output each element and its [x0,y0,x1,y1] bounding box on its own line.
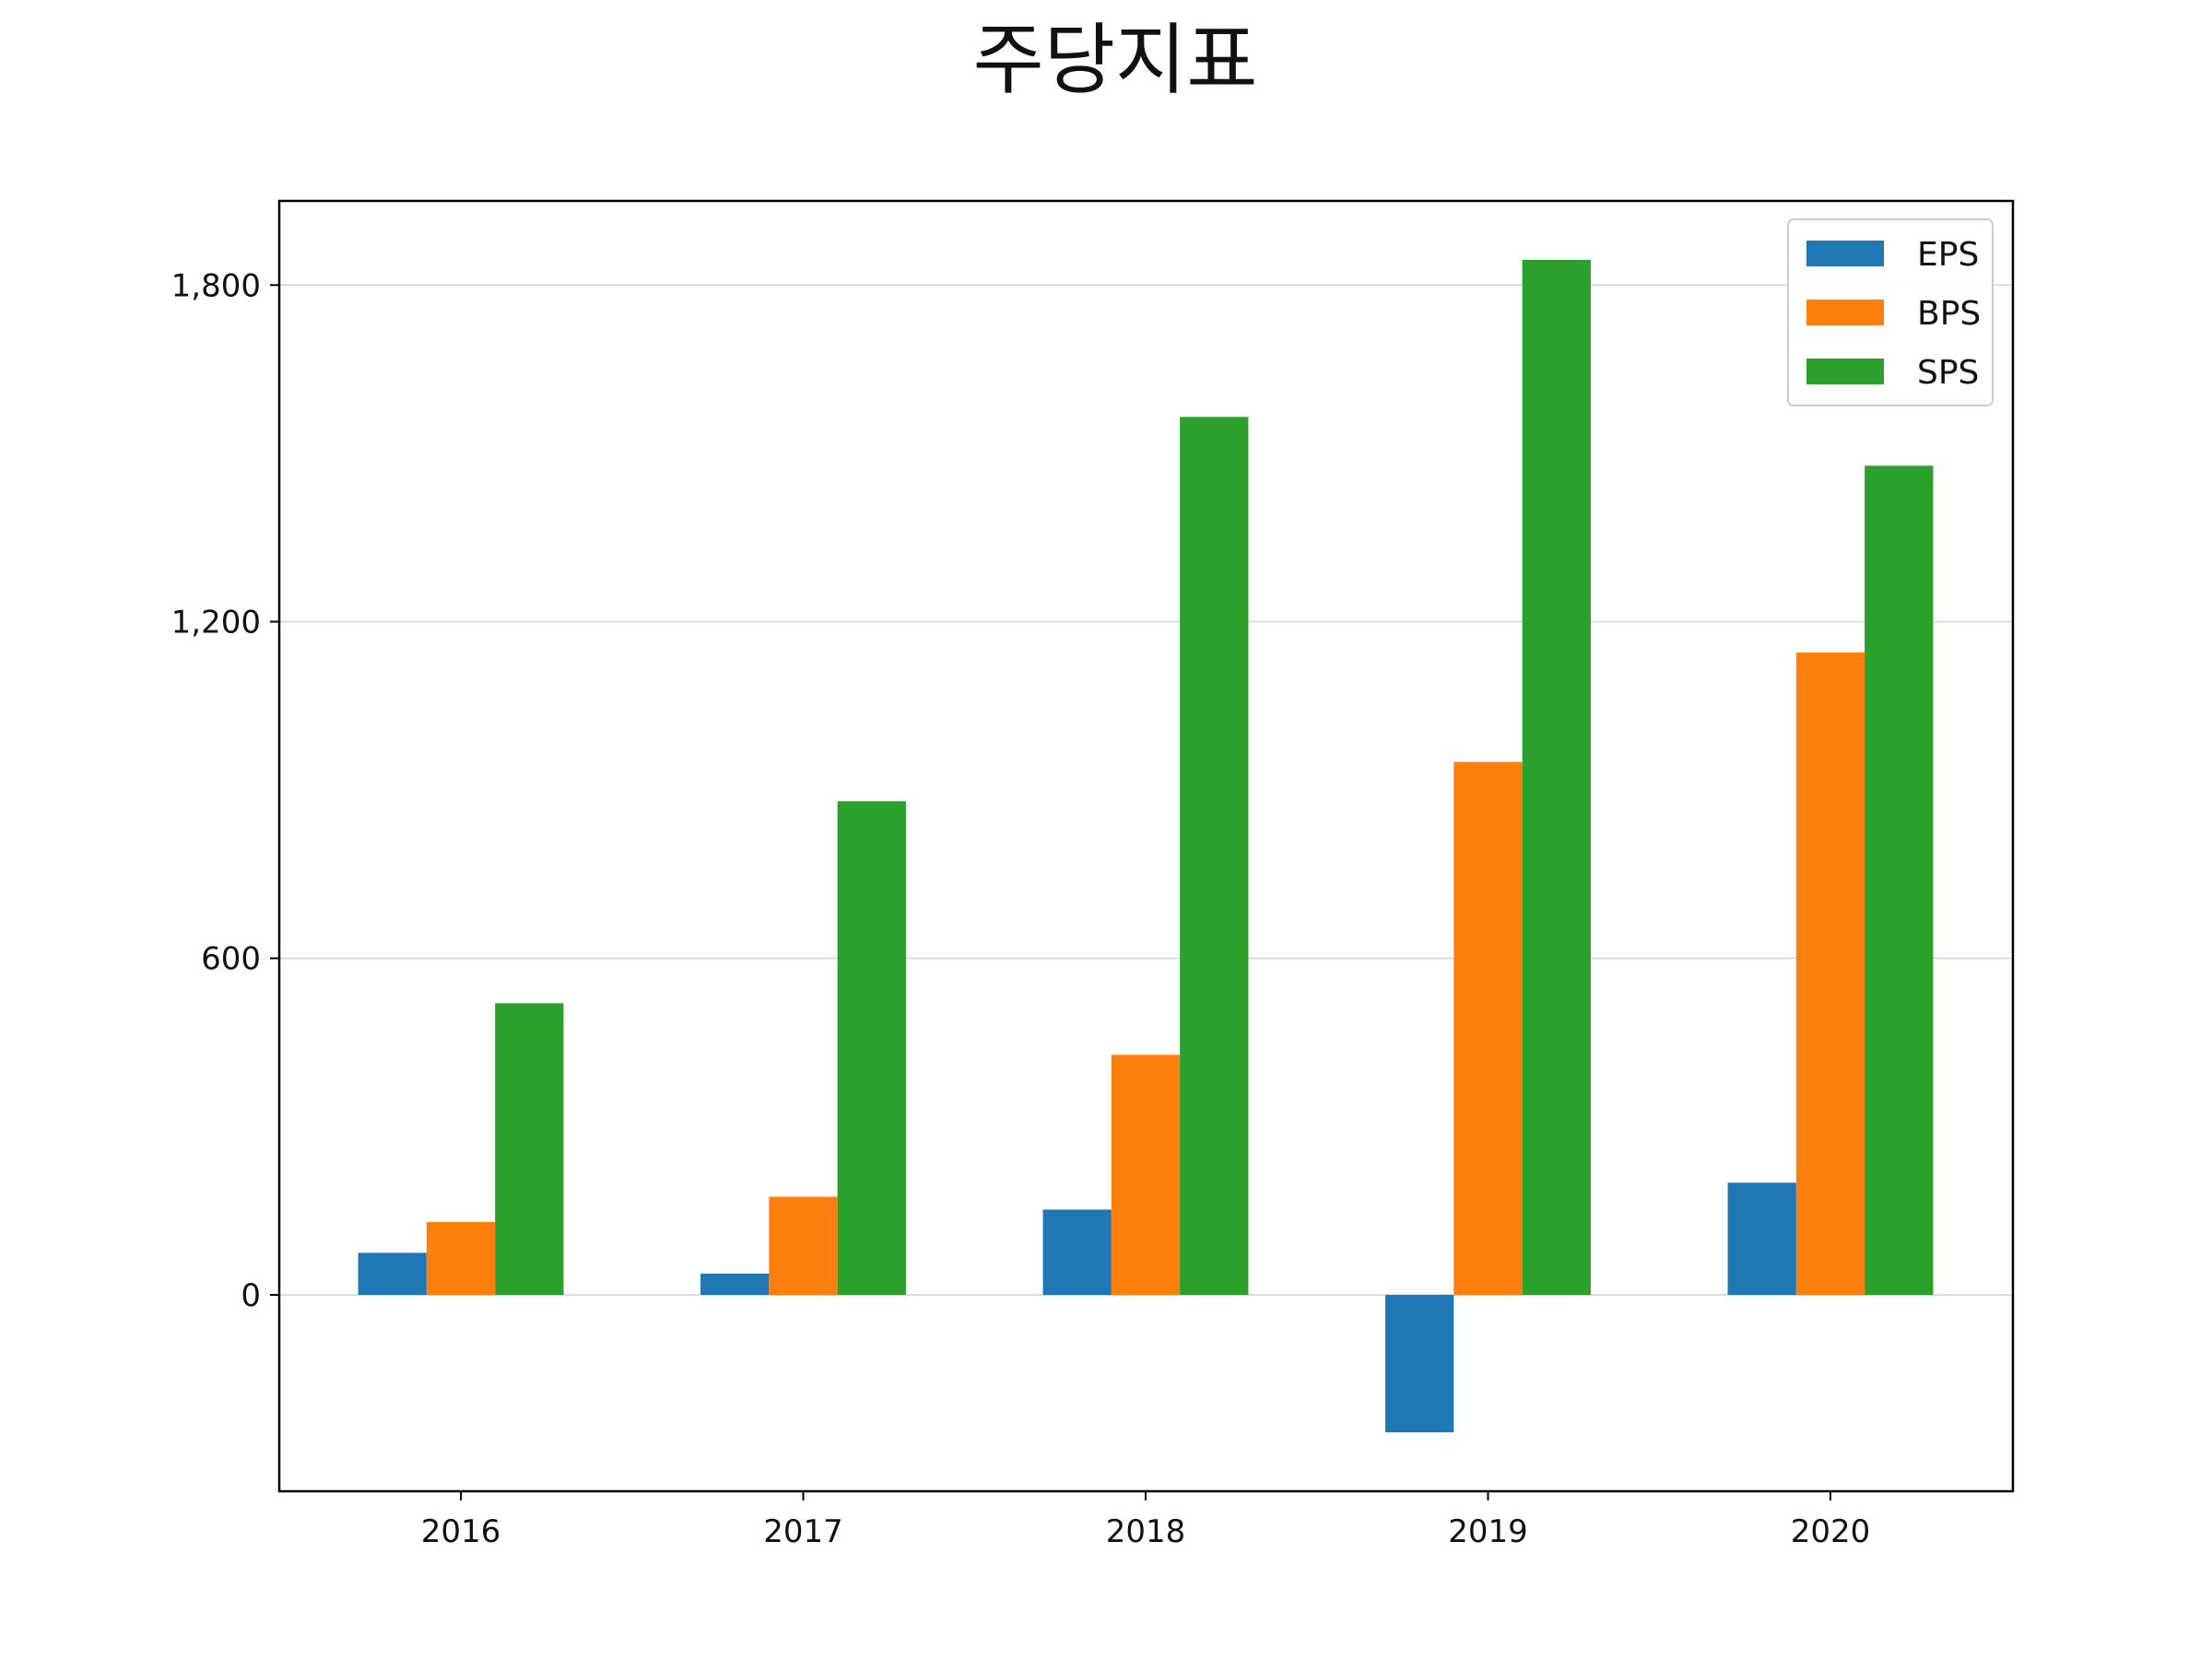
bar-sps-2020 [1865,465,1934,1295]
y-axis: 0 600 1,200 1,800 [171,267,279,1314]
legend-label-eps: EPS [1917,236,1979,274]
bar-sps-2018 [1180,417,1249,1295]
x-tick-label: 2016 [421,1513,501,1550]
bar-bps-2020 [1795,653,1865,1295]
bar-eps-2020 [1727,1182,1796,1295]
bars [358,259,1934,1433]
x-axis: 2016 2017 2018 2019 2020 [421,1491,1871,1550]
y-tick-label: 600 [201,941,261,978]
y-tick-label: 0 [241,1277,261,1314]
y-tick-label: 1,200 [171,605,261,641]
x-tick-label: 2020 [1791,1513,1871,1550]
bar-bps-2019 [1453,761,1523,1295]
bar-eps-2019 [1385,1294,1454,1433]
legend-label-sps: SPS [1917,354,1979,392]
legend-swatch-eps [1806,241,1884,266]
bar-eps-2017 [700,1273,770,1295]
chart-title: 주당지표 [972,15,1257,105]
bar-bps-2017 [769,1196,838,1295]
plot-frame [277,199,2015,1493]
y-tick-label: 1,800 [171,267,261,304]
bar-bps-2016 [426,1221,496,1295]
bar-eps-2016 [358,1253,427,1295]
legend-label-bps: BPS [1917,295,1981,333]
legend-swatch-bps [1806,300,1884,325]
bar-sps-2016 [495,1003,564,1295]
bar-sps-2017 [837,801,906,1295]
bar-eps-2018 [1042,1209,1112,1295]
bar-bps-2018 [1111,1054,1181,1295]
x-tick-label: 2018 [1106,1513,1186,1550]
legend-swatch-sps [1806,359,1884,384]
x-tick-label: 2017 [763,1513,843,1550]
x-tick-label: 2019 [1448,1513,1528,1550]
bar-sps-2019 [1522,259,1591,1295]
legend: EPS BPS SPS [1787,218,1994,406]
